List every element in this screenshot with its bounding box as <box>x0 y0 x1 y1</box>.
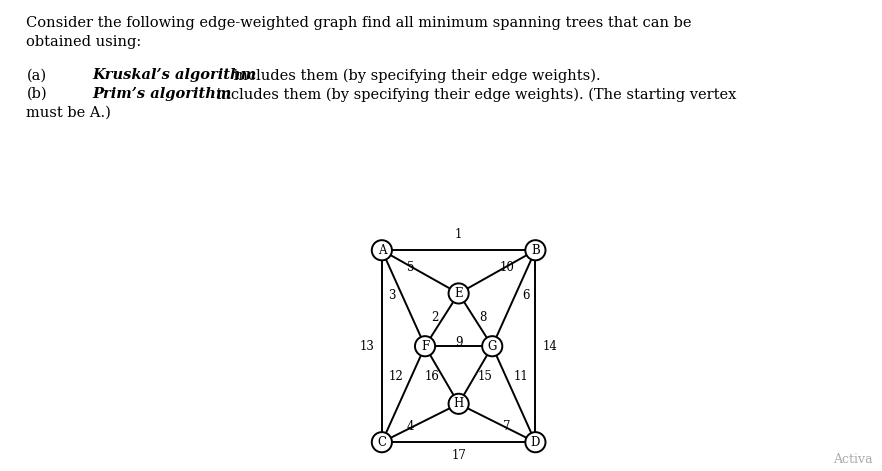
Text: 16: 16 <box>425 370 440 383</box>
Circle shape <box>482 336 503 356</box>
Text: obtained using:: obtained using: <box>26 35 142 49</box>
Text: 10: 10 <box>499 260 514 274</box>
Text: F: F <box>421 340 430 353</box>
Text: 13: 13 <box>360 340 375 353</box>
Text: 5: 5 <box>407 260 415 274</box>
Text: E: E <box>454 287 463 300</box>
Text: (b): (b) <box>26 87 47 101</box>
Text: 14: 14 <box>542 340 557 353</box>
Circle shape <box>372 432 392 452</box>
Text: 1: 1 <box>455 228 462 241</box>
Text: 15: 15 <box>477 370 492 383</box>
Circle shape <box>449 284 468 303</box>
Text: A: A <box>377 244 386 257</box>
Text: 6: 6 <box>522 289 529 302</box>
Text: 4: 4 <box>407 420 415 433</box>
Text: 9: 9 <box>455 336 462 349</box>
Circle shape <box>526 240 545 260</box>
Text: (a): (a) <box>26 68 47 82</box>
Text: includes them (by specifying their edge weights). (The starting vertex: includes them (by specifying their edge … <box>212 87 736 102</box>
Text: 12: 12 <box>389 370 404 383</box>
Text: Kruskal’s algorithm: Kruskal’s algorithm <box>93 68 257 82</box>
Circle shape <box>415 336 435 356</box>
Text: D: D <box>531 436 540 449</box>
Circle shape <box>372 240 392 260</box>
Text: H: H <box>453 398 464 410</box>
Text: 3: 3 <box>388 289 395 302</box>
Text: must be A.): must be A.) <box>26 106 111 120</box>
Text: Prim’s algorithm: Prim’s algorithm <box>93 87 232 101</box>
Text: 8: 8 <box>479 311 486 324</box>
Text: includes them (by specifying their edge weights).: includes them (by specifying their edge … <box>229 68 601 83</box>
Circle shape <box>526 432 545 452</box>
Text: Activa: Activa <box>833 453 873 466</box>
Text: 17: 17 <box>452 449 466 462</box>
Text: C: C <box>377 436 386 449</box>
Text: 2: 2 <box>431 311 438 324</box>
Text: G: G <box>488 340 497 353</box>
Text: 7: 7 <box>503 420 511 433</box>
Text: 11: 11 <box>513 370 528 383</box>
Circle shape <box>449 394 468 414</box>
Text: Consider the following edge-weighted graph find all minimum spanning trees that : Consider the following edge-weighted gra… <box>26 16 692 31</box>
Text: B: B <box>531 244 540 257</box>
